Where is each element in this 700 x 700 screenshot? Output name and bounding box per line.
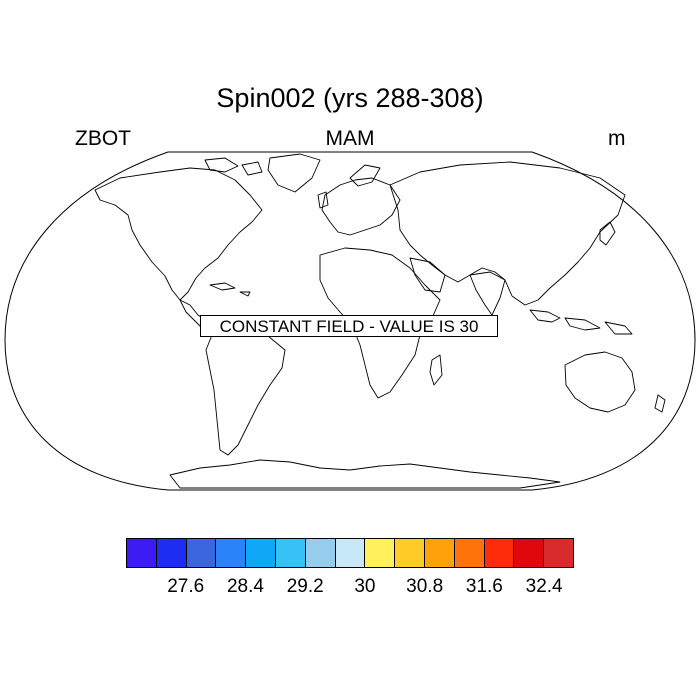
coastline-arabia xyxy=(409,257,446,293)
constant-field-notice: CONSTANT FIELD - VALUE IS 30 xyxy=(200,315,498,337)
map-title: Spin002 (yrs 288-308) xyxy=(216,83,484,113)
colorbar-swatch xyxy=(514,539,545,567)
colorbar-swatch xyxy=(127,539,157,567)
colorbar-swatch xyxy=(305,539,336,567)
coastline-japan xyxy=(599,221,616,246)
coastline-caribbean xyxy=(209,282,251,297)
variable-label: ZBOT xyxy=(75,127,131,150)
coastline-arctic-islands xyxy=(204,157,263,176)
colorbar-swatch xyxy=(335,539,366,567)
coastline-greenland xyxy=(267,153,321,193)
season-label: MAM xyxy=(325,127,375,150)
colorbar-swatch xyxy=(156,539,187,567)
colorbar-swatch xyxy=(186,539,217,567)
colorbar xyxy=(126,538,574,568)
colorbar-tick-label: 29.2 xyxy=(286,576,324,597)
colorbar-tick-label: 30 xyxy=(354,576,376,597)
coastline-europe xyxy=(321,177,401,236)
colorbar-swatch xyxy=(454,539,485,567)
units-label: m xyxy=(608,127,626,150)
coastline-asia xyxy=(389,161,626,306)
colorbar-tick-label: 28.4 xyxy=(226,576,264,597)
colorbar-tick-label: 30.8 xyxy=(406,576,444,597)
coastline-south-america xyxy=(205,321,286,456)
colorbar-swatch xyxy=(365,539,396,567)
coastline-australia xyxy=(564,351,636,413)
colorbar-swatch xyxy=(424,539,455,567)
coastline-india xyxy=(469,271,506,316)
colorbar-swatch xyxy=(395,539,425,567)
map-boundary xyxy=(4,151,696,491)
colorbar-swatch xyxy=(484,539,515,567)
colorbar-tick-label: 32.4 xyxy=(525,576,563,597)
colorbar-tick-label: 27.6 xyxy=(167,576,205,597)
colorbar-swatch xyxy=(246,539,276,567)
colorbar-swatch xyxy=(275,539,306,567)
coastline-antarctica xyxy=(169,459,561,489)
coastline-indonesia xyxy=(529,309,633,335)
coastline-madagascar xyxy=(429,354,443,386)
coastline-uk xyxy=(317,191,329,209)
coastline-new-zealand xyxy=(654,394,666,413)
colorbar-swatch xyxy=(216,539,247,567)
colorbar-tick-label: 31.6 xyxy=(465,576,503,597)
colorbar-swatch xyxy=(544,539,573,567)
coastline-north-america xyxy=(94,167,263,301)
coastline-scandinavia xyxy=(349,164,381,187)
